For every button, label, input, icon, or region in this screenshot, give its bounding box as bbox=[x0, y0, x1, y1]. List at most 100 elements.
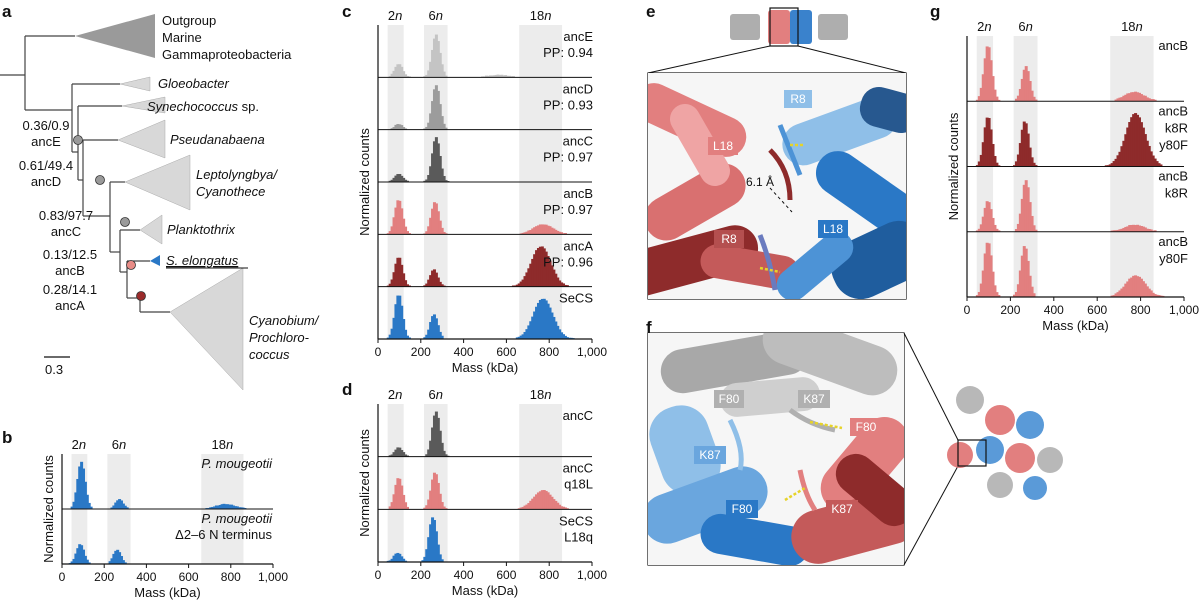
bar bbox=[521, 334, 525, 339]
bar bbox=[431, 479, 435, 510]
x-tick-label: 200 bbox=[94, 570, 114, 584]
bar bbox=[431, 49, 435, 78]
bar bbox=[525, 272, 529, 287]
series-label-c-4-1: PP: 0.96 bbox=[543, 254, 593, 269]
bar bbox=[1137, 276, 1141, 297]
panel-label-e: e bbox=[646, 2, 655, 21]
bar bbox=[554, 321, 558, 339]
series-bars-c-1 bbox=[390, 85, 448, 130]
bar bbox=[544, 490, 548, 510]
bar bbox=[400, 556, 404, 562]
bar bbox=[1124, 134, 1128, 167]
bar bbox=[78, 544, 82, 564]
x-tick-label: 600 bbox=[496, 568, 516, 582]
tip-outgroup-line3: Gammaproteobacteria bbox=[162, 47, 292, 62]
bar bbox=[402, 218, 406, 235]
bar bbox=[991, 271, 995, 297]
bar bbox=[1032, 96, 1036, 102]
x-tick-label: 600 bbox=[179, 570, 199, 584]
bar bbox=[995, 228, 999, 232]
bar bbox=[554, 500, 558, 510]
bar bbox=[1151, 292, 1155, 297]
node-marker-ancB bbox=[126, 260, 136, 270]
x-axis-label: Mass (kDa) bbox=[452, 360, 518, 375]
bar bbox=[434, 474, 438, 510]
bar bbox=[1122, 227, 1126, 232]
bar bbox=[423, 76, 427, 78]
bar bbox=[434, 85, 438, 130]
bar bbox=[396, 64, 400, 78]
bar bbox=[975, 295, 979, 297]
bar bbox=[1110, 230, 1114, 232]
bar bbox=[533, 227, 537, 235]
bar bbox=[398, 553, 402, 562]
panel-label-g: g bbox=[930, 2, 940, 21]
tip-gloeobacter: Gloeobacter bbox=[158, 76, 229, 91]
bar bbox=[394, 207, 398, 235]
panel-f-structure: F80 K87 F80 K87 F80 K87 bbox=[647, 332, 1063, 566]
bar bbox=[444, 508, 448, 510]
bar bbox=[565, 285, 569, 287]
bar bbox=[72, 501, 76, 509]
bar bbox=[444, 233, 448, 235]
bar bbox=[529, 321, 533, 339]
bar bbox=[390, 226, 394, 235]
x-tick-label: 400 bbox=[136, 570, 156, 584]
bar bbox=[540, 298, 544, 339]
panel-label-b: b bbox=[2, 428, 12, 447]
series-label-c-5-0: SeCS bbox=[559, 291, 593, 306]
bar bbox=[436, 211, 440, 235]
bar bbox=[1128, 278, 1132, 297]
bar bbox=[1136, 92, 1140, 102]
x-tick-label: 200 bbox=[411, 345, 431, 359]
bar bbox=[112, 553, 116, 564]
bar bbox=[989, 209, 993, 232]
bar bbox=[423, 180, 427, 182]
bar bbox=[1026, 260, 1030, 297]
bar bbox=[1110, 163, 1114, 167]
bar bbox=[423, 128, 427, 130]
bar bbox=[434, 203, 438, 235]
bar bbox=[440, 64, 444, 78]
bar bbox=[402, 558, 406, 562]
peak-label-2n: 2n bbox=[388, 387, 402, 402]
bar bbox=[434, 318, 438, 339]
bar bbox=[390, 558, 394, 562]
bar bbox=[1132, 224, 1136, 232]
bar bbox=[119, 500, 123, 509]
bar bbox=[228, 504, 232, 509]
bar bbox=[1139, 122, 1143, 167]
f-label-F80-bottom: F80 bbox=[732, 502, 753, 516]
bar bbox=[406, 506, 410, 510]
bar bbox=[538, 300, 542, 339]
bar bbox=[404, 502, 408, 510]
bar bbox=[560, 332, 564, 339]
bar bbox=[402, 319, 406, 339]
node-marker-ancE bbox=[73, 135, 83, 145]
series-label-g-3-0: ancB bbox=[1158, 234, 1188, 249]
bar bbox=[1149, 290, 1153, 297]
bar bbox=[1134, 275, 1138, 297]
bar bbox=[220, 504, 224, 509]
bar bbox=[989, 60, 993, 102]
bar bbox=[521, 279, 525, 287]
bar bbox=[991, 217, 995, 232]
bar bbox=[1018, 213, 1022, 232]
bar bbox=[1126, 127, 1130, 167]
bar bbox=[1151, 99, 1155, 102]
bar bbox=[442, 450, 446, 457]
bar bbox=[1126, 93, 1130, 102]
clade-leptolyngbya-triangle bbox=[124, 154, 191, 211]
bar bbox=[434, 137, 438, 182]
bar bbox=[386, 233, 390, 235]
node-ancB-name: ancB bbox=[55, 263, 85, 278]
bar bbox=[394, 175, 398, 182]
bar bbox=[119, 556, 123, 564]
bar bbox=[558, 280, 562, 287]
bar bbox=[388, 560, 392, 562]
bar bbox=[1141, 95, 1145, 102]
e-label-R8-bottom: R8 bbox=[721, 232, 737, 246]
bar bbox=[558, 504, 562, 510]
bar bbox=[997, 230, 1001, 232]
series-bars-g-2 bbox=[975, 180, 1157, 232]
